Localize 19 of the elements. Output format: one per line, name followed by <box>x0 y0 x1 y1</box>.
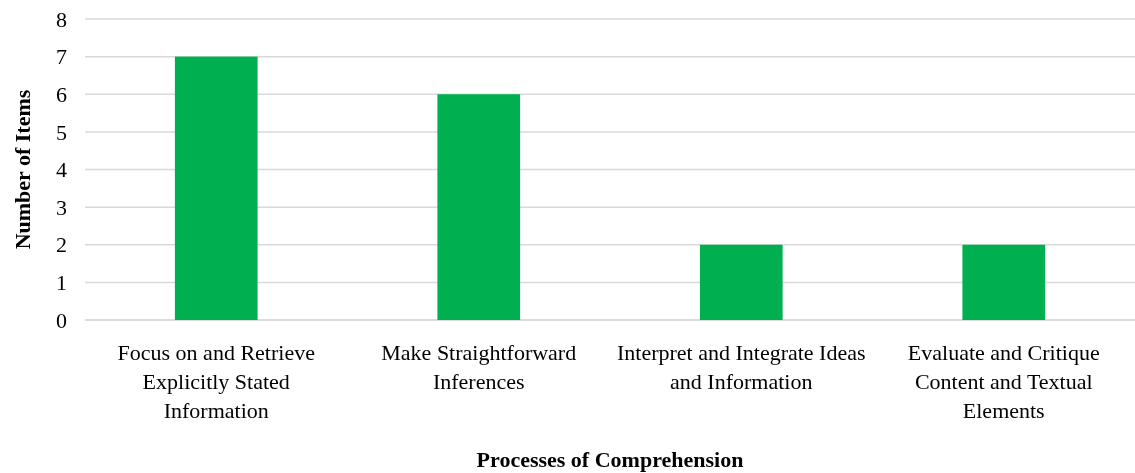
y-axis-title: Number of Items <box>10 89 35 250</box>
x-tick-label: Make Straightforward Inferences <box>381 340 577 394</box>
y-tick-label: 8 <box>56 6 67 32</box>
x-tick-label: Interpret and Integrate Ideas and Information <box>616 340 866 394</box>
bar <box>699 244 783 320</box>
y-tick-label: 3 <box>56 194 67 220</box>
bar <box>174 56 258 320</box>
y-tick-label: 5 <box>56 119 67 145</box>
y-tick-label: 4 <box>56 157 67 183</box>
y-tick-label: 1 <box>56 270 67 296</box>
x-tick-label: Focus on and Retrieve Explicitly Stated Information <box>117 340 315 423</box>
x-axis-title: Processes of Comprehension <box>476 447 744 472</box>
y-tick-label: 0 <box>56 307 67 333</box>
y-tick-label: 2 <box>56 232 67 258</box>
y-tick-label: 7 <box>56 44 67 70</box>
y-tick-label: 6 <box>56 81 67 107</box>
bar <box>437 94 521 320</box>
x-tick-label: Evaluate and Critique Content and Textual Elements <box>907 340 1100 423</box>
bar <box>962 244 1046 320</box>
